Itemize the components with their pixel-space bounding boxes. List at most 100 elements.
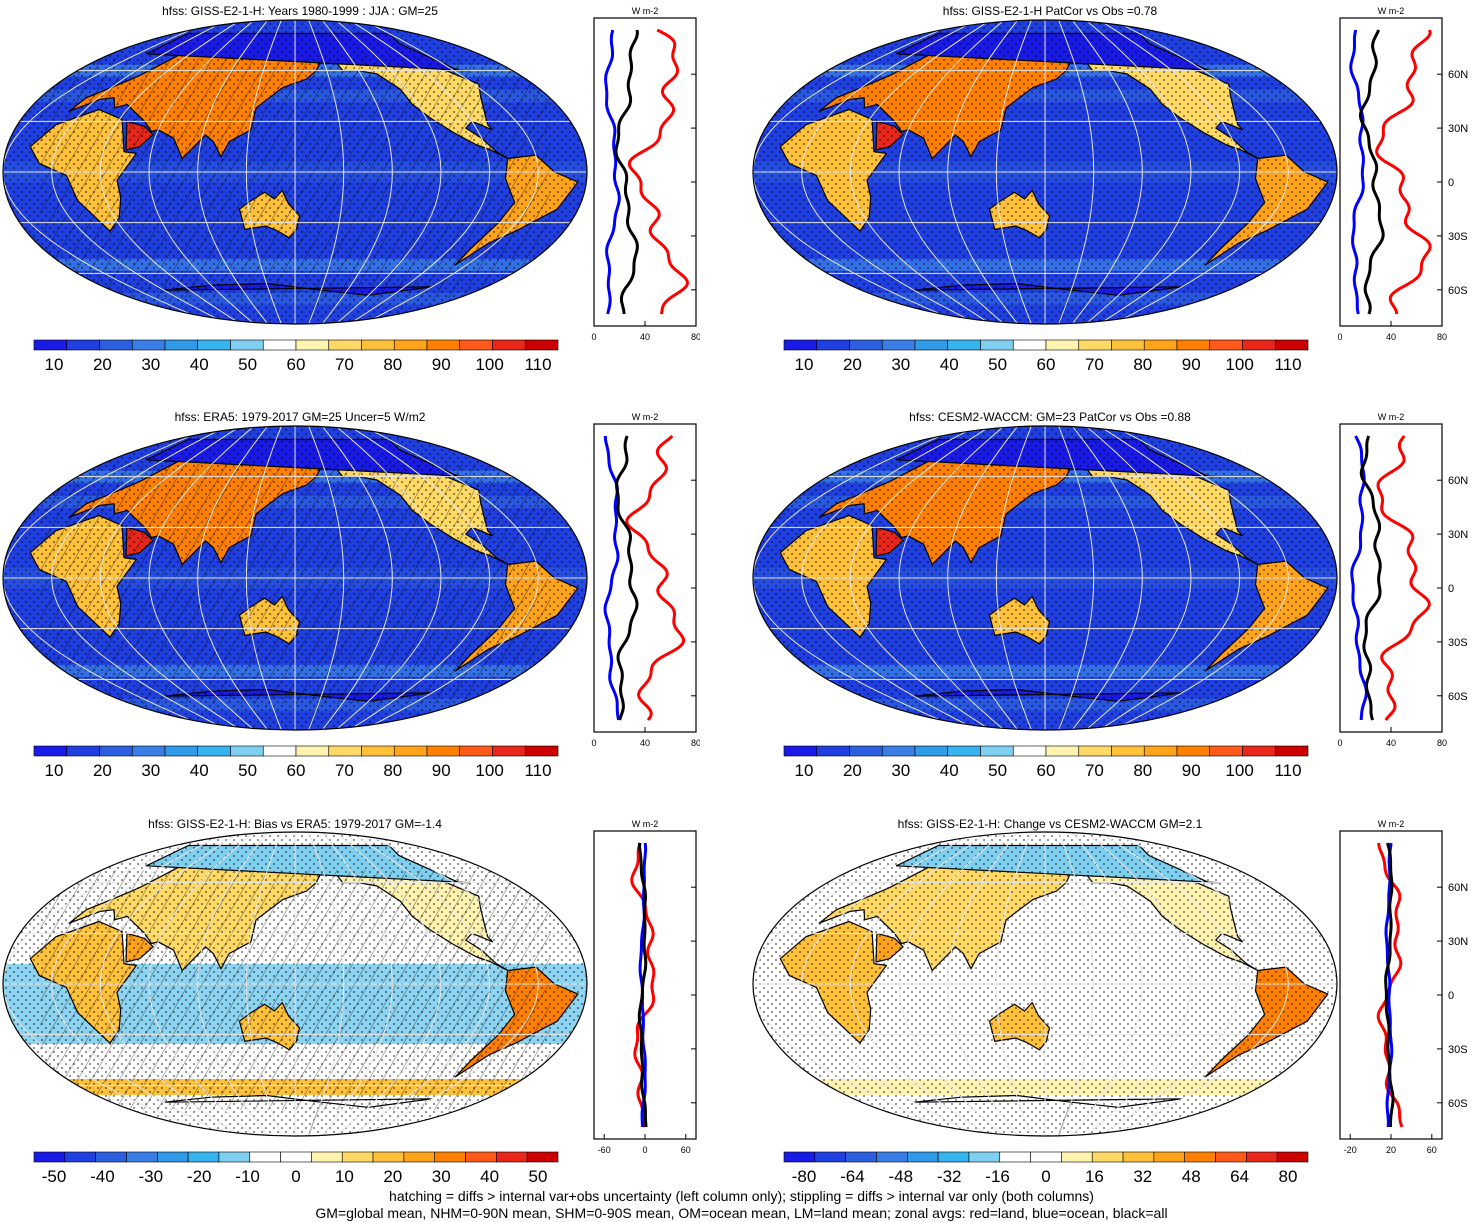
colorbar-label: 40 (480, 1167, 499, 1186)
colorbar-swatch (64, 1151, 96, 1163)
colorbar-swatch (1276, 1151, 1309, 1163)
colorbar-swatch (197, 745, 231, 757)
colorbar-label: 70 (1085, 355, 1104, 374)
colorbar-swatch (33, 1151, 66, 1163)
colorbar-swatch (156, 1151, 189, 1163)
colorbar-swatch (816, 745, 850, 757)
colorbar-swatch (906, 1151, 939, 1163)
colorbar-swatch (1045, 339, 1080, 351)
zonal-lat-label: 30N (1448, 123, 1468, 135)
colorbar-swatch (526, 1151, 559, 1163)
colorbar-label: -32 (937, 1167, 962, 1186)
colorbar-label: -64 (840, 1167, 865, 1186)
colorbar-swatch (197, 339, 231, 351)
colorbar-swatch (980, 339, 1014, 351)
colorbar-label: 60 (1037, 355, 1056, 374)
colorbar-label: 30 (141, 761, 160, 780)
colorbar-swatch (1184, 1151, 1216, 1163)
zonal-x-label: 0 (642, 1145, 647, 1155)
colorbar-5: -50 -40 -30 -20 -10 0 10 20 30 40 50 (33, 1151, 559, 1186)
colorbar-swatch (280, 1151, 312, 1163)
panel-title-6: hfss: GISS-E2-1-H: Change vs CESM2-WACCM… (897, 817, 1203, 831)
footer-note-1: hatching = diffs > internal var+obs unce… (389, 1188, 1094, 1204)
zonal-x-label: 0 (1337, 332, 1342, 342)
colorbar-swatch (881, 745, 916, 757)
colorbar-swatch (524, 745, 559, 757)
colorbar-swatch (881, 339, 916, 351)
zonal-lat-label: 60N (1448, 882, 1468, 894)
colorbar-swatch (999, 1151, 1031, 1163)
colorbar-swatch (1078, 339, 1112, 351)
colorbar-swatch (262, 339, 297, 351)
colorbar-swatch (814, 1151, 846, 1163)
zonal-x-label: 40 (1386, 332, 1396, 342)
colorbar-2: 10 20 30 40 50 60 70 80 90 100 110 (783, 339, 1309, 374)
colorbar-label: 110 (524, 355, 551, 374)
zonal-line-land (1375, 29, 1432, 315)
colorbar-swatch (1012, 745, 1047, 757)
colorbar-swatch (1176, 339, 1211, 351)
zonal-line-all (1384, 842, 1395, 1128)
zonal-x-label: 0 (1337, 738, 1342, 748)
zonal-x-label: -60 (598, 1145, 611, 1155)
colorbar-swatch (164, 745, 199, 757)
colorbar-label: 10 (795, 355, 814, 374)
colorbar-label: -40 (90, 1167, 115, 1186)
colorbar-swatch (1091, 1151, 1124, 1163)
colorbar-swatch (328, 745, 362, 757)
zonal-x-label: 40 (1386, 738, 1396, 748)
colorbar-swatch (99, 745, 133, 757)
colorbar-swatch (1061, 1151, 1093, 1163)
panel-title-2: hfss: GISS-E2-1-H PatCor vs Obs =0.78 (942, 4, 1158, 18)
colorbar-label: 70 (1085, 761, 1104, 780)
zonal-x-label: 80 (691, 738, 700, 748)
zonal-lat-label: 60S (1448, 691, 1468, 703)
colorbar-label: 60 (287, 761, 306, 780)
zonal-x-label: 40 (640, 332, 650, 342)
colorbar-swatch (99, 339, 133, 351)
colorbar-swatch (1111, 339, 1145, 351)
map-giss-patcor (752, 19, 1338, 325)
panel-title-5: hfss: GISS-E2-1-H: Bias vs ERA5: 1979-20… (148, 817, 442, 831)
colorbar-swatch (131, 339, 166, 351)
zonal-lat-label: 30N (1448, 936, 1468, 948)
zonal-unit-label: W m-2 (632, 6, 659, 16)
zonal-plot-4: W m-2 60N 30N 0 30S 60S 0 40 80 (1337, 412, 1468, 748)
colorbar-swatch (126, 1151, 158, 1163)
zonal-lat-label: 30N (1448, 529, 1468, 541)
colorbar-swatch (341, 1151, 374, 1163)
colorbar-swatch (262, 745, 297, 757)
colorbar-label: 50 (988, 761, 1007, 780)
colorbar-swatch (1122, 1151, 1155, 1163)
colorbar-label: 80 (383, 761, 402, 780)
colorbar-swatch (230, 339, 264, 351)
colorbar-swatch (849, 745, 883, 757)
colorbar-swatch (1274, 339, 1309, 351)
colorbar-swatch (33, 745, 68, 757)
colorbar-swatch (783, 1151, 816, 1163)
colorbar-label: 110 (1274, 355, 1301, 374)
colorbar-label: 40 (190, 761, 209, 780)
map-cesm2-waccm (752, 425, 1338, 731)
colorbar-swatch (295, 339, 330, 351)
colorbar-label: 20 (843, 355, 862, 374)
colorbar-swatch (845, 1151, 877, 1163)
colorbar-label: 100 (1225, 355, 1253, 374)
colorbar-label: 100 (475, 761, 503, 780)
colorbar-4: 10 20 30 40 50 60 70 80 90 100 110 (783, 745, 1309, 780)
colorbar-1: 10 20 30 40 50 60 70 80 90 100 110 (33, 339, 559, 374)
colorbar-label: -10 (235, 1167, 260, 1186)
zonal-lat-label: 60N (1448, 69, 1468, 81)
colorbar-swatch (33, 339, 68, 351)
zonal-unit-label: W m-2 (632, 412, 659, 422)
colorbar-label: 64 (1230, 1167, 1249, 1186)
colorbar-label: 32 (1133, 1167, 1152, 1186)
colorbar-swatch (947, 745, 981, 757)
colorbar-label: 90 (1182, 761, 1201, 780)
colorbar-label: 10 (795, 761, 814, 780)
zonal-x-label: 20 (1386, 1145, 1396, 1155)
colorbar-label: 80 (383, 355, 402, 374)
colorbar-label: -48 (889, 1167, 914, 1186)
